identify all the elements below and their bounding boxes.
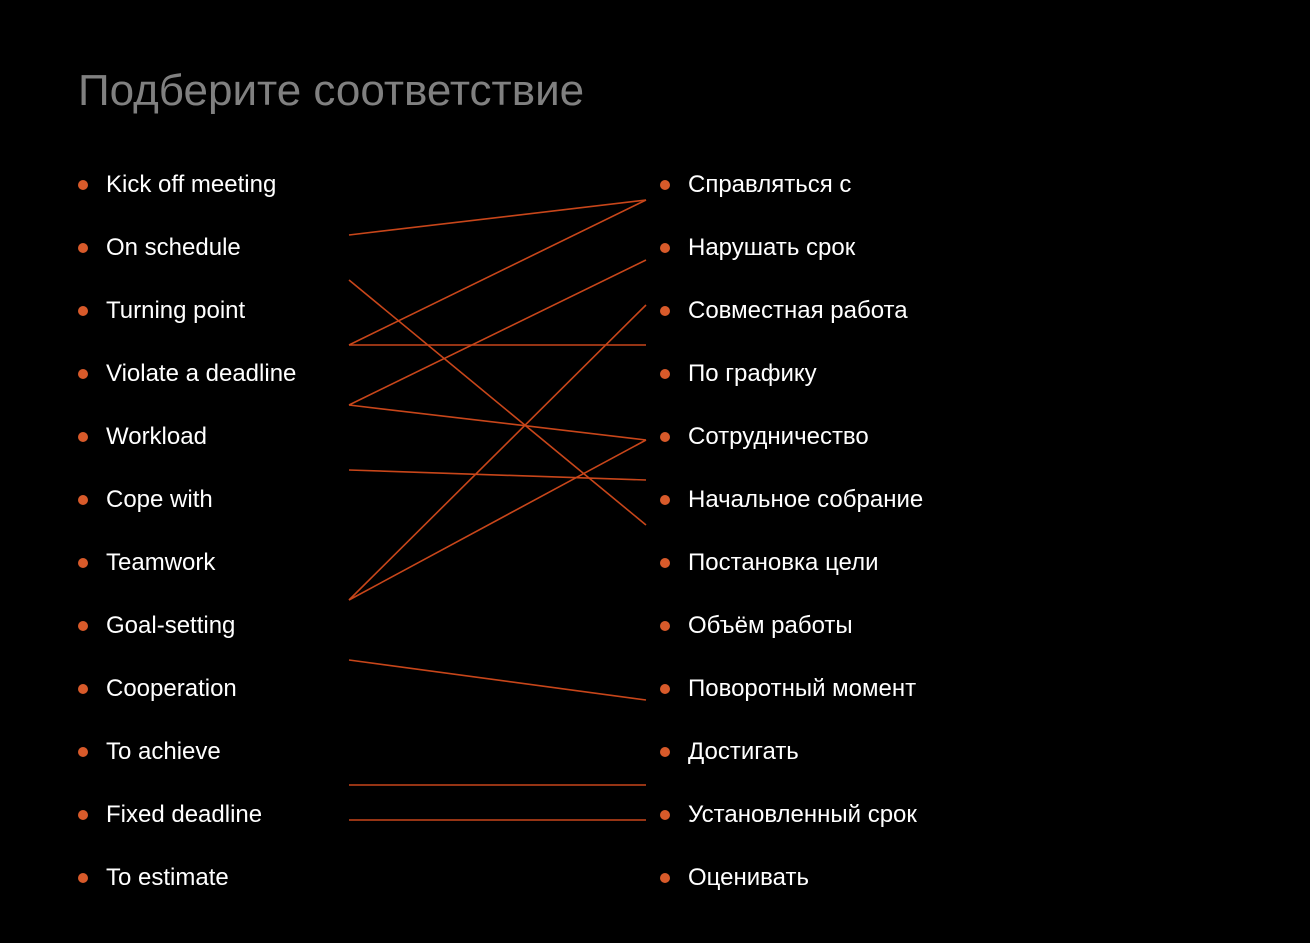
connection-line: [349, 660, 646, 700]
matching-slide: { "canvas": { "width": 1310, "height": 9…: [0, 0, 1310, 943]
connection-line: [349, 200, 646, 235]
connection-line: [349, 260, 646, 405]
connection-line: [349, 440, 646, 600]
connection-line: [349, 305, 646, 600]
connection-line: [349, 280, 646, 525]
connection-line: [349, 405, 646, 440]
connection-lines: [0, 0, 1310, 943]
connection-line: [349, 200, 646, 345]
connection-line: [349, 470, 646, 480]
